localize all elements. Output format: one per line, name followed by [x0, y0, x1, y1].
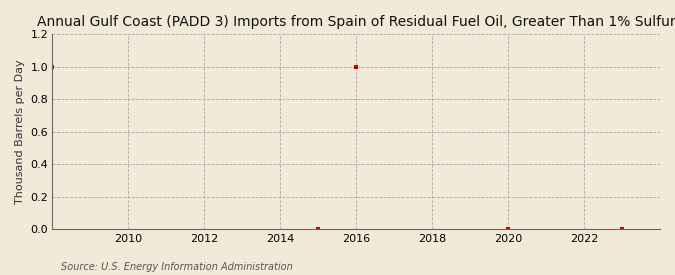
Text: Source: U.S. Energy Information Administration: Source: U.S. Energy Information Administ… — [61, 262, 292, 272]
Title: Annual Gulf Coast (PADD 3) Imports from Spain of Residual Fuel Oil, Greater Than: Annual Gulf Coast (PADD 3) Imports from … — [37, 15, 675, 29]
Y-axis label: Thousand Barrels per Day: Thousand Barrels per Day — [15, 59, 25, 204]
